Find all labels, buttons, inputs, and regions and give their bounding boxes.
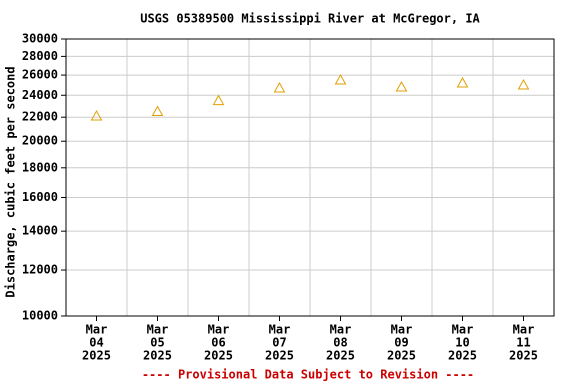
y-tick-label: 30000 <box>22 32 58 46</box>
y-tick-label: 24000 <box>22 88 58 102</box>
x-tick-label: Mar <box>147 323 169 337</box>
x-tick-label: 05 <box>150 336 164 350</box>
x-tick-label: 2025 <box>326 349 355 363</box>
y-tick-label: 18000 <box>22 160 58 174</box>
y-tick-label: 20000 <box>22 134 58 148</box>
x-tick-label: 2025 <box>82 349 111 363</box>
x-tick-label: 06 <box>211 336 225 350</box>
y-tick-label: 16000 <box>22 190 58 204</box>
x-tick-label: 10 <box>455 336 469 350</box>
x-tick-label: 09 <box>394 336 408 350</box>
y-tick-label: 28000 <box>22 49 58 63</box>
x-tick-label: 07 <box>272 336 286 350</box>
y-tick-label: 26000 <box>22 68 58 82</box>
x-tick-label: 2025 <box>509 349 538 363</box>
y-tick-label: 12000 <box>22 263 58 277</box>
annotation: ---- Provisional Data Subject to Revisio… <box>142 368 474 382</box>
x-tick-label: 04 <box>89 336 103 350</box>
marker <box>395 80 408 92</box>
x-tick-label: 08 <box>333 336 347 350</box>
marker <box>90 110 103 121</box>
x-tick-label: 11 <box>516 336 530 350</box>
y-tick-label: 22000 <box>22 110 58 124</box>
marker <box>212 94 225 106</box>
x-tick-label: 2025 <box>143 349 172 363</box>
x-tick-label: Mar <box>452 323 474 337</box>
x-tick-label: 2025 <box>204 349 233 363</box>
y-axis-label: Discharge, cubic feet per second <box>4 66 18 297</box>
x-tick-label: 2025 <box>387 349 416 363</box>
x-tick-label: Mar <box>391 323 413 337</box>
x-tick-label: Mar <box>208 323 230 337</box>
y-tick-label: 14000 <box>22 224 58 238</box>
plot-frame <box>65 38 555 317</box>
x-tick-label: Mar <box>86 323 108 337</box>
marker <box>334 73 347 85</box>
y-tick-label: 10000 <box>22 309 58 323</box>
marker <box>151 105 164 117</box>
chart-title: USGS 05389500 Mississippi River at McGre… <box>140 12 480 26</box>
x-tick-label: 2025 <box>265 349 294 363</box>
x-tick-label: 2025 <box>448 349 477 363</box>
marker <box>517 78 530 90</box>
marker <box>273 81 286 93</box>
x-tick-label: Mar <box>269 323 291 337</box>
x-tick-label: Mar <box>513 323 535 337</box>
marker <box>456 76 469 88</box>
x-tick-label: Mar <box>330 323 352 337</box>
